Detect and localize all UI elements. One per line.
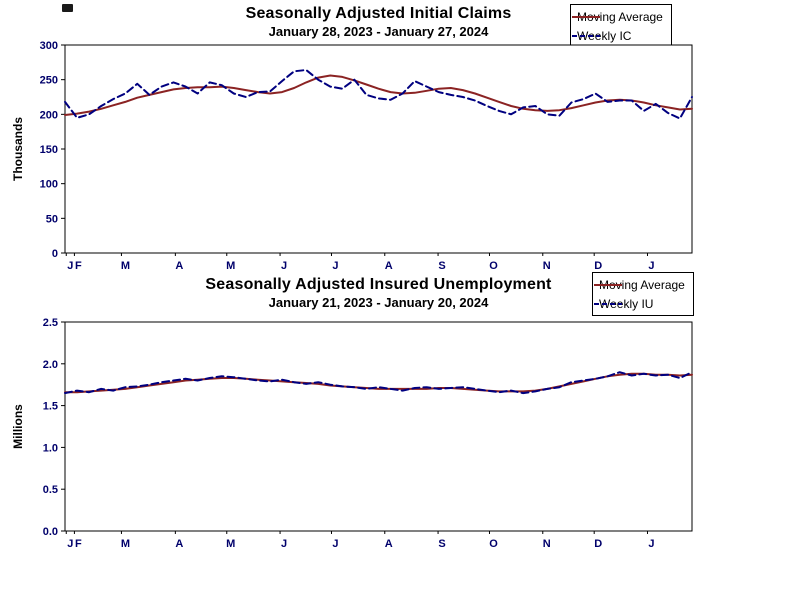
svg-text:J: J xyxy=(281,538,287,550)
svg-text:0.5: 0.5 xyxy=(43,484,58,496)
svg-text:A: A xyxy=(385,538,393,550)
svg-text:J: J xyxy=(332,538,338,550)
svg-text:M: M xyxy=(121,538,130,550)
svg-text:J: J xyxy=(332,260,338,272)
svg-text:300: 300 xyxy=(40,40,58,52)
svg-text:D: D xyxy=(594,538,602,550)
svg-text:F: F xyxy=(75,538,82,550)
legend-item-weekly-ic: Weekly IC xyxy=(572,26,663,45)
svg-text:0.0: 0.0 xyxy=(43,526,58,538)
svg-text:S: S xyxy=(438,260,445,272)
svg-text:N: N xyxy=(543,538,551,550)
svg-text:A: A xyxy=(175,260,183,272)
svg-text:250: 250 xyxy=(40,75,58,87)
moving-average-line-icon xyxy=(572,15,600,18)
svg-text:0: 0 xyxy=(52,248,58,260)
svg-text:D: D xyxy=(594,260,602,272)
svg-text:O: O xyxy=(489,260,498,272)
svg-text:100: 100 xyxy=(40,179,58,191)
svg-text:Thousands: Thousands xyxy=(11,117,25,181)
legend-item-moving-average-iu: Moving Average xyxy=(594,275,685,294)
svg-text:O: O xyxy=(489,538,498,550)
corner-mark xyxy=(62,4,73,12)
insured-unemployment-legend: Moving Average Weekly IU xyxy=(592,272,694,316)
legend-label-moving-average: Moving Average xyxy=(577,9,663,24)
initial-claims-title: Seasonally Adjusted Initial Claims xyxy=(245,5,512,22)
svg-text:S: S xyxy=(438,538,445,550)
svg-text:1.5: 1.5 xyxy=(43,401,58,413)
svg-text:A: A xyxy=(385,260,393,272)
svg-text:M: M xyxy=(226,538,235,550)
svg-text:F: F xyxy=(75,260,82,272)
svg-text:J: J xyxy=(67,538,73,550)
legend-label-moving-average-iu: Moving Average xyxy=(599,277,685,292)
svg-text:J: J xyxy=(281,260,287,272)
svg-text:J: J xyxy=(648,260,654,272)
weekly-iu-dashed-line-icon xyxy=(594,302,622,305)
insured-unemployment-title: Seasonally Adjusted Insured Unemployment xyxy=(205,276,552,293)
svg-text:J: J xyxy=(67,260,73,272)
weekly-ic-dashed-line-icon xyxy=(572,34,600,37)
svg-text:J: J xyxy=(648,538,654,550)
legend-label-weekly-iu: Weekly IU xyxy=(599,296,654,311)
svg-text:50: 50 xyxy=(46,213,58,225)
svg-text:A: A xyxy=(175,538,183,550)
insured-unemployment-subtitle: January 21, 2023 - January 20, 2024 xyxy=(268,295,489,310)
svg-text:M: M xyxy=(121,260,130,272)
svg-text:N: N xyxy=(543,260,551,272)
initial-claims-subtitle: January 28, 2023 - January 27, 2024 xyxy=(268,24,489,39)
svg-text:2.0: 2.0 xyxy=(43,359,58,371)
svg-text:1.0: 1.0 xyxy=(43,442,58,454)
initial-claims-legend: Moving Average Weekly IC xyxy=(570,4,672,48)
svg-text:Millions: Millions xyxy=(11,404,25,449)
legend-label-weekly-ic: Weekly IC xyxy=(577,28,632,43)
svg-text:2.5: 2.5 xyxy=(43,317,58,329)
moving-average-line-icon-iu xyxy=(594,283,622,286)
svg-text:150: 150 xyxy=(40,144,58,156)
svg-text:M: M xyxy=(226,260,235,272)
svg-text:200: 200 xyxy=(40,109,58,121)
legend-item-moving-average: Moving Average xyxy=(572,7,663,26)
legend-item-weekly-iu: Weekly IU xyxy=(594,294,685,313)
